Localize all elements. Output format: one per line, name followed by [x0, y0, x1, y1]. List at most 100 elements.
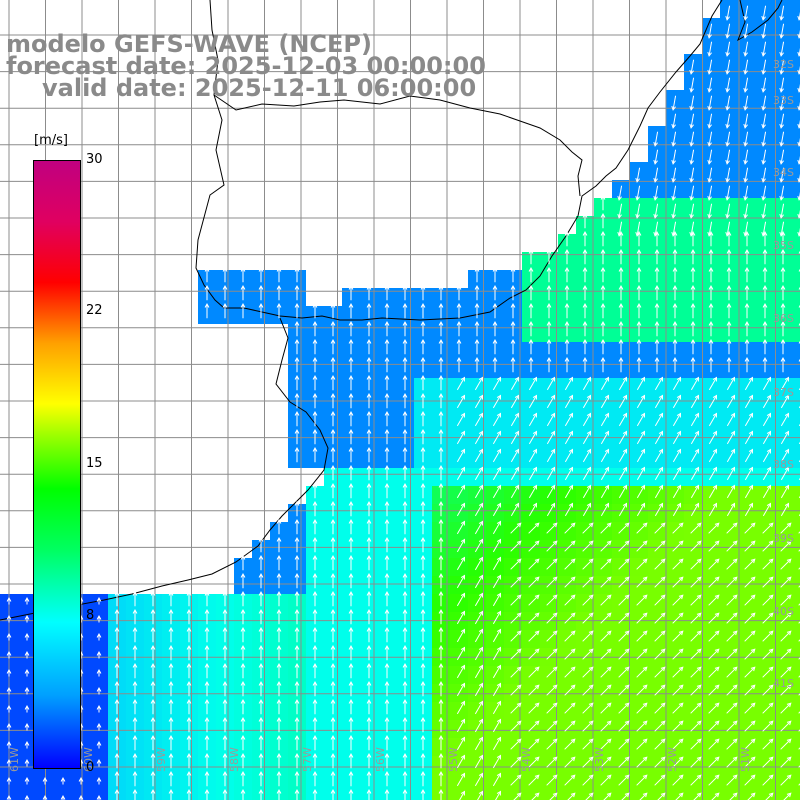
wind-arrow-head [635, 213, 640, 219]
wind-arrow-head [714, 576, 720, 582]
wind-arrow-head [550, 502, 556, 508]
wind-arrow-head [564, 302, 570, 308]
wind-arrow-head [204, 788, 210, 794]
wind-arrow-head [653, 141, 658, 147]
wind-arrow-head [618, 320, 624, 326]
wind-arrow-head [642, 522, 648, 528]
wind-arrow-head [438, 554, 444, 560]
wind-arrow-head [676, 448, 682, 454]
wind-arrow [459, 791, 465, 800]
wind-arrow [762, 221, 767, 236]
wind-arrow [672, 612, 684, 624]
wind-arrow [690, 449, 699, 463]
wind-arrow-head [114, 626, 120, 632]
wind-arrow [567, 792, 576, 800]
wind-arrow-head [568, 412, 574, 418]
wind-arrow-head [510, 284, 516, 290]
wind-arrow-head [552, 666, 558, 672]
wind-arrow [618, 720, 630, 732]
wind-arrow-head [708, 320, 714, 326]
wind-arrow-head [696, 522, 702, 528]
wind-arrow-head [276, 770, 282, 776]
wind-arrow [654, 221, 659, 236]
colorbar-tick-8: 8 [86, 608, 95, 623]
wind-arrow [654, 522, 666, 534]
wind-speed-cell [792, 558, 800, 576]
wind-arrow-head [588, 612, 594, 618]
wind-arrow [564, 467, 573, 481]
wind-arrow [690, 131, 695, 146]
wind-arrow [654, 431, 663, 445]
wind-arrow-head [348, 554, 354, 560]
wind-arrow [654, 576, 666, 588]
wind-arrow [474, 485, 483, 499]
wind-arrow [618, 431, 627, 445]
wind-arrow-head [496, 646, 502, 652]
wind-arrow-head [707, 159, 712, 165]
wind-arrow-head [60, 776, 66, 782]
wind-arrow [492, 737, 501, 751]
wind-arrow-head [714, 630, 720, 636]
wind-arrow-head [240, 626, 246, 632]
wind-arrow [636, 522, 648, 534]
wind-arrow [492, 683, 501, 697]
wind-arrow-head [532, 448, 538, 454]
wind-arrow-head [552, 720, 558, 726]
wind-arrow [708, 23, 713, 38]
wind-arrow-head [748, 502, 754, 508]
wind-arrow-head [732, 756, 738, 762]
wind-arrow-head [496, 628, 502, 634]
wind-speed-cell [792, 414, 800, 432]
wind-arrow [762, 77, 767, 92]
wind-arrow-head [60, 794, 66, 800]
wind-arrow-head [748, 376, 754, 382]
wind-arrow-head [546, 266, 552, 272]
wind-arrow [600, 467, 609, 481]
wind-arrow [477, 791, 483, 800]
wind-arrow [762, 467, 771, 481]
wind-arrow [582, 702, 594, 714]
wind-arrow-head [570, 738, 576, 744]
wind-arrow-head [438, 608, 444, 614]
wind-arrow-head [743, 15, 748, 21]
wind-arrow-head [534, 540, 540, 546]
wind-arrow-head [240, 734, 246, 740]
wind-arrow-head [460, 412, 466, 418]
wind-arrow-head [204, 302, 210, 308]
wind-arrow [744, 131, 749, 146]
wind-arrow-head [707, 87, 712, 93]
wind-arrow-head [420, 392, 426, 398]
wind-arrow-head [696, 648, 702, 654]
wind-arrow [765, 792, 774, 800]
wind-arrow-head [606, 630, 612, 636]
wind-arrow-head [516, 792, 522, 798]
wind-arrow [582, 467, 591, 481]
wind-speed-cell [792, 72, 800, 90]
wind-arrow [510, 377, 519, 391]
wind-arrow [762, 59, 767, 74]
wind-arrow-head [438, 320, 444, 326]
wind-arrow-head [786, 594, 792, 600]
wind-arrow-head [294, 302, 300, 308]
wind-arrow-head [24, 704, 30, 710]
wind-arrow-head [725, 51, 730, 57]
wind-arrow [672, 431, 681, 445]
wind-arrow-head [402, 788, 408, 794]
wind-arrow-head [784, 484, 790, 490]
wind-arrow [546, 522, 558, 534]
wind-arrow-head [366, 572, 372, 578]
wind-arrow-head [516, 576, 522, 582]
wind-arrow [456, 719, 465, 733]
wind-arrow [600, 648, 612, 660]
wind-arrow-head [660, 630, 666, 636]
wind-arrow [618, 648, 630, 660]
wind-speed-cell [792, 90, 800, 108]
lon-label-52W: 52W [666, 747, 679, 772]
wind-arrow-head [330, 320, 336, 326]
wind-arrow-head [460, 574, 466, 580]
wind-arrow-head [24, 614, 30, 620]
wind-arrow-head [460, 736, 466, 742]
wind-speed-cell [792, 684, 800, 702]
wind-arrow [636, 485, 645, 499]
wind-arrow-head [150, 662, 156, 668]
